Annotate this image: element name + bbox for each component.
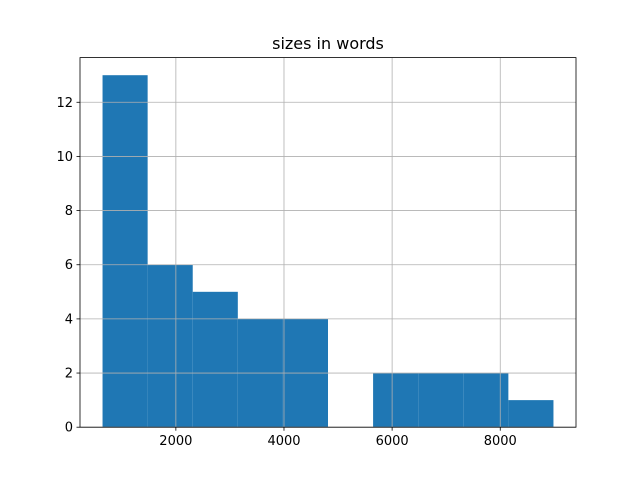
plot-frame xyxy=(79,57,577,428)
x-tick-label: 8000 xyxy=(484,434,517,449)
bar xyxy=(192,291,238,428)
bar xyxy=(418,373,464,428)
y-tick-label: 8 xyxy=(65,204,73,219)
y-tick-label: 10 xyxy=(56,150,73,165)
y-tick-label: 0 xyxy=(65,421,73,436)
y-tick-label: 2 xyxy=(65,367,73,382)
x-tick-label: 6000 xyxy=(376,434,409,449)
chart-title: sizes in words xyxy=(272,34,384,53)
x-tick-label: 2000 xyxy=(159,434,192,449)
bar xyxy=(463,373,509,428)
bar xyxy=(508,400,554,428)
y-tick-label: 4 xyxy=(65,312,73,327)
bar xyxy=(147,264,193,428)
y-tick-label: 12 xyxy=(56,96,73,111)
y-tick-label: 6 xyxy=(65,258,73,273)
bar xyxy=(373,373,419,428)
x-tick-label: 4000 xyxy=(267,434,300,449)
bar xyxy=(102,75,148,428)
